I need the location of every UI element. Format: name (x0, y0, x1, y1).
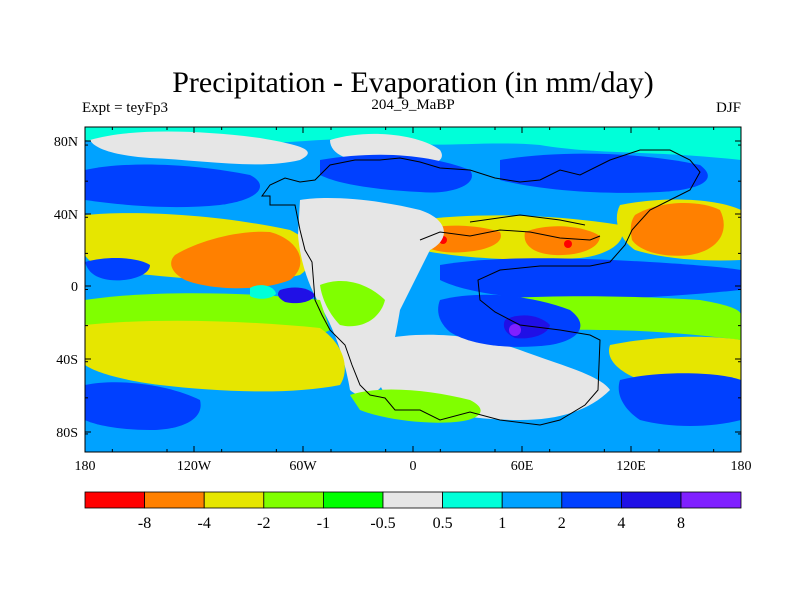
colorbar-box-11 (680, 491, 742, 509)
colorbar-label-10: 8 (677, 515, 685, 532)
colorbar-box-6 (382, 491, 443, 509)
lat-tick-40s: 40S (56, 353, 78, 368)
lon-tick-120w: 120W (177, 459, 212, 474)
colorbar-box-5 (322, 491, 384, 509)
colorbar-box-10 (621, 491, 682, 509)
colorbar-label-5: -0.5 (370, 515, 395, 532)
experiment-label: Expt = teyFp3 (82, 100, 168, 116)
lon-tick-60e: 60E (511, 459, 534, 474)
map-tick-marks (84, 127, 742, 452)
colorbar-label-3: -2 (257, 515, 270, 532)
lat-tick-0: 0 (71, 280, 78, 295)
lat-tick-40n: 40N (54, 208, 78, 223)
colorbar-label-6: 0.5 (433, 515, 453, 532)
colorbar-box-8 (501, 491, 563, 509)
colorbar-label-9: 4 (617, 515, 625, 532)
colorbar-box-7 (442, 491, 503, 509)
season-label: DJF (716, 100, 741, 116)
lon-tick-180e: 180 (731, 459, 752, 474)
lon-tick-0: 0 (410, 459, 417, 474)
colorbar-box-4 (263, 491, 324, 509)
map-field (85, 127, 741, 452)
colorbar-label-2: -4 (198, 515, 211, 532)
lon-tick-60w: 60W (289, 459, 317, 474)
colorbar-label-4: -1 (317, 515, 330, 532)
figure-title: Precipitation - Evaporation (in mm/day) (172, 66, 654, 99)
lon-tick-180w: 180 (75, 459, 96, 474)
colorbar-label-8: 2 (558, 515, 566, 532)
colorbar-box-9 (561, 491, 622, 509)
colorbar-label-7: 1 (498, 515, 506, 532)
colorbar: -8 -4 -2 -1 -0.5 0.5 1 2 4 8 (84, 491, 742, 532)
colorbar-box-2 (144, 491, 205, 509)
lat-tick-80s: 80S (56, 426, 78, 441)
colorbar-box-1 (84, 491, 145, 509)
period-label: 204_9_MaBP (371, 97, 454, 113)
colorbar-box-3 (203, 491, 265, 509)
lat-tick-80n: 80N (54, 135, 78, 150)
lon-tick-120e: 120E (616, 459, 646, 474)
colorbar-label-1: -8 (138, 515, 151, 532)
